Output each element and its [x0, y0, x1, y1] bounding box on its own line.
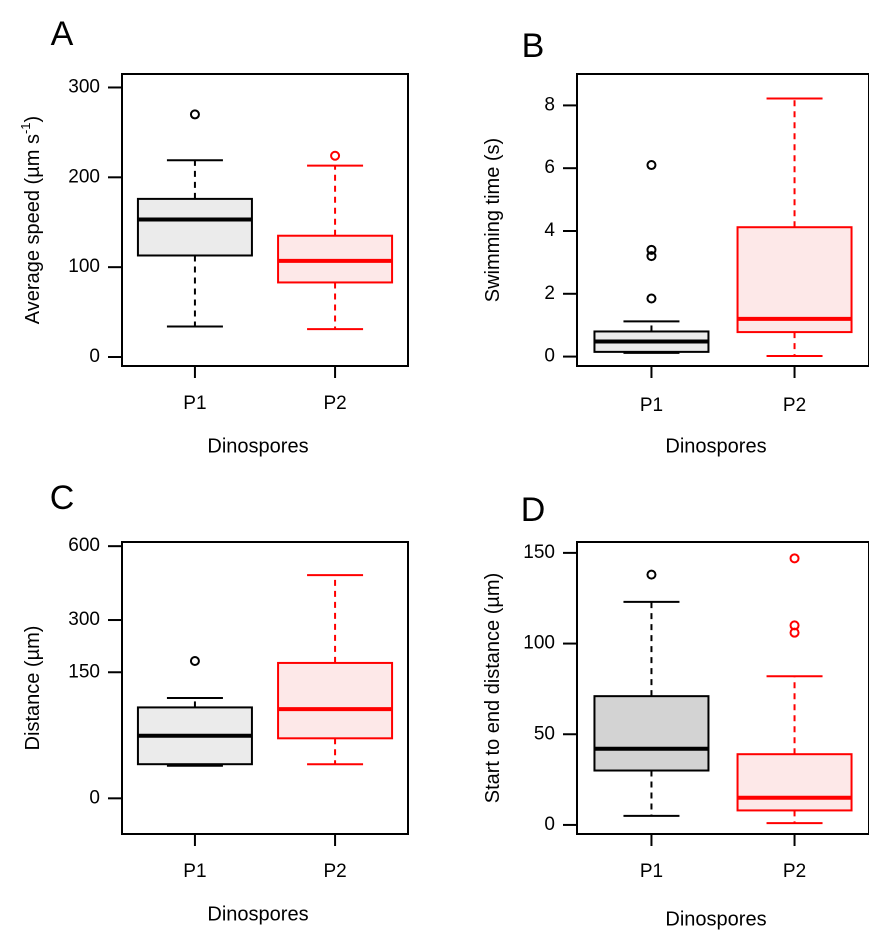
panel-d: D 0 50 100 150 Start to end distance (µm) P1 P2…	[482, 491, 869, 930]
x-tick-label: P2	[323, 861, 346, 882]
iqr-box	[736, 753, 853, 812]
x-axis-title: Dinospores	[665, 435, 766, 457]
box-p1	[136, 655, 253, 767]
outlier-point	[646, 251, 657, 262]
x-tick-label: P2	[783, 395, 806, 416]
y-axis-title-end: )	[22, 116, 44, 123]
panel-a: A 0 100 200 300 Average speed (µm s-1) P1 P2 Din…	[18, 15, 409, 457]
panel-b: B 0 2 4 6 8 Swimming time (s) P1 P2 Dinospores	[482, 27, 869, 457]
panel-letter: D	[521, 491, 546, 529]
y-axis-title: Average speed (µm s-1)	[18, 116, 44, 324]
y-tick-label: 6	[544, 157, 555, 178]
iqr-box	[136, 197, 253, 257]
x-tick-label: P1	[640, 395, 663, 416]
x-tick-label: P2	[783, 861, 806, 882]
y-tick-label: 0	[544, 346, 555, 367]
y-tick-label: 0	[544, 814, 555, 835]
plot-frame	[121, 73, 409, 367]
y-axis-title-main: Start to end distance (µm)	[482, 573, 504, 804]
outlier-point	[646, 293, 657, 304]
y-axis-title: Distance (µm)	[22, 626, 44, 751]
outlier-point	[189, 109, 200, 120]
plot-frame	[121, 541, 409, 835]
y-tick-label: 0	[89, 787, 100, 808]
y-tick-label: 100	[523, 633, 555, 654]
outlier-point	[330, 150, 341, 161]
y-axis-title-main: Average speed (µm s	[22, 134, 44, 324]
outlier-point	[789, 620, 800, 631]
y-tick-label: 150	[523, 542, 555, 563]
outlier-point	[646, 569, 657, 580]
panel-c: C 0 150 300 600 Distance (µm) P1 P2 Dinospores	[22, 479, 409, 925]
iqr-box	[277, 661, 394, 740]
y-tick-label: 100	[68, 256, 100, 277]
x-tick-label: P1	[640, 861, 663, 882]
iqr-box	[736, 226, 853, 334]
y-tick-label: 50	[534, 723, 555, 744]
box-p2	[277, 574, 394, 766]
y-tick-label: 600	[68, 535, 100, 556]
y-tick-label: 2	[544, 283, 555, 304]
y-tick-label: 0	[89, 346, 100, 367]
y-axis-title-superscript: -1	[18, 122, 33, 134]
plot-frame	[576, 73, 869, 367]
y-tick-label: 150	[68, 661, 100, 682]
box-p1	[593, 160, 710, 354]
y-axis-title-main: Swimming time (s)	[482, 138, 504, 302]
y-axis-title: Swimming time (s)	[482, 138, 504, 302]
box-p1	[593, 569, 710, 817]
y-axis-title-main: Distance (µm)	[22, 626, 44, 751]
box-p2	[277, 150, 394, 331]
box-p2	[736, 553, 853, 825]
outlier-point	[189, 655, 200, 666]
y-tick-label: 4	[544, 220, 555, 241]
box-p2	[736, 97, 853, 357]
x-axis-title: Dinospores	[207, 435, 308, 457]
y-tick-label: 200	[68, 166, 100, 187]
x-axis-title: Dinospores	[665, 908, 766, 930]
outlier-point	[646, 244, 657, 255]
plot-frame	[576, 541, 869, 835]
y-tick-label: 300	[68, 609, 100, 630]
iqr-box	[593, 695, 710, 772]
panel-letter: A	[51, 15, 74, 53]
x-tick-label: P1	[183, 861, 206, 882]
y-axis-title: Start to end distance (µm)	[482, 573, 504, 804]
box-p1	[136, 109, 253, 328]
y-tick-label: 8	[544, 94, 555, 115]
panel-letter: C	[50, 479, 75, 517]
x-tick-label: P1	[183, 393, 206, 414]
x-tick-label: P2	[323, 393, 346, 414]
y-tick-label: 300	[68, 76, 100, 97]
outlier-point	[646, 160, 657, 171]
panel-letter: B	[522, 27, 545, 65]
outlier-point	[789, 553, 800, 564]
x-axis-title: Dinospores	[207, 903, 308, 925]
